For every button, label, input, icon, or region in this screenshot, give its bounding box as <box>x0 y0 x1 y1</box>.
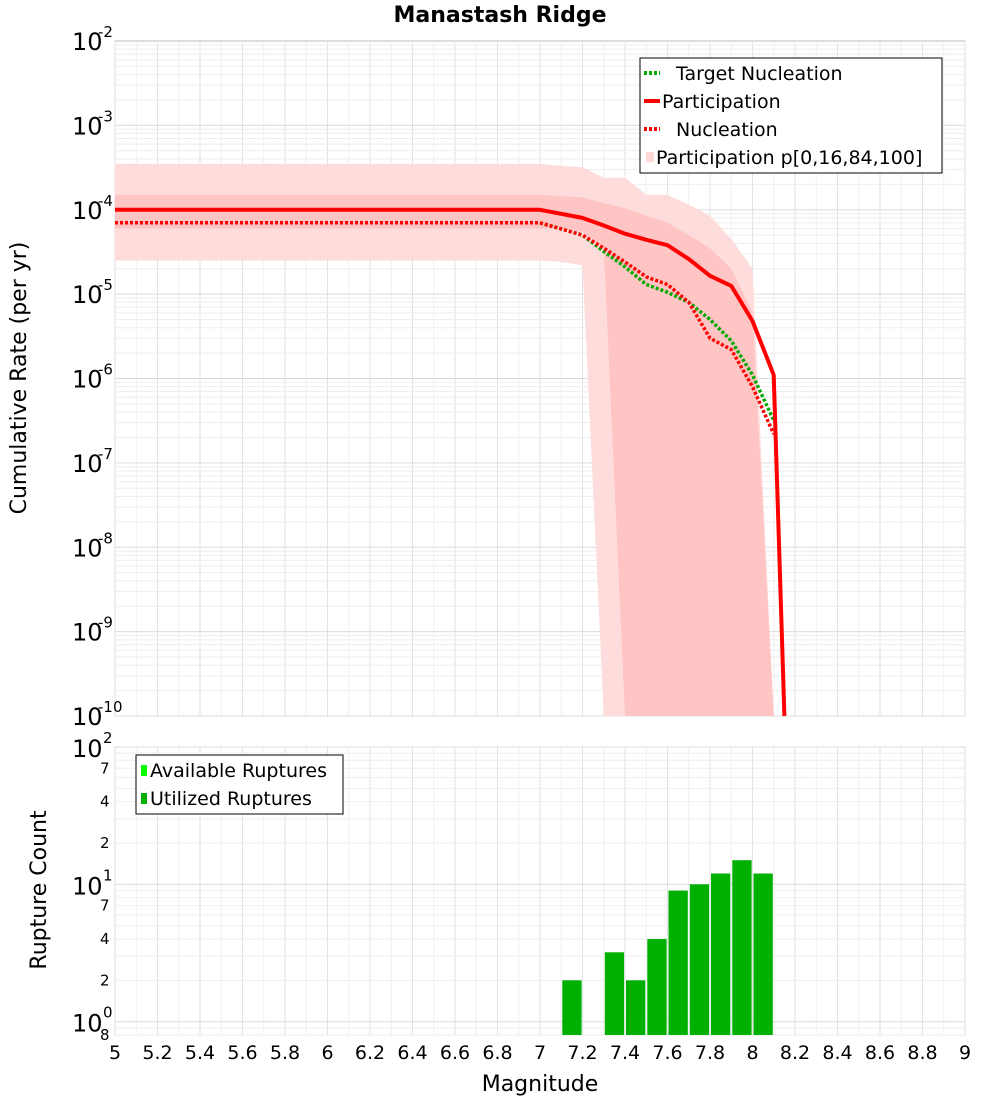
x-tick-label: 6 <box>321 1042 333 1064</box>
y-tick-label: 4 <box>100 930 110 948</box>
bar <box>711 873 731 1035</box>
x-tick-label: 7 <box>534 1042 546 1064</box>
legend-label: Target Nucleation <box>675 63 843 85</box>
legend-label: Utilized Ruptures <box>150 788 312 810</box>
rate-legend: Target Nucleation Participation Nucleation… <box>639 57 943 174</box>
y-tick-exponent: -9 <box>98 614 113 632</box>
legend-box <box>135 754 344 815</box>
x-tick-label: 8.4 <box>822 1042 852 1064</box>
y-tick-exponent: -7 <box>98 445 113 463</box>
rate-y-axis-label: Cumulative Rate (per yr) <box>7 242 32 515</box>
y-tick-label: 10 <box>72 735 103 763</box>
y-tick-label: 10 <box>72 366 103 394</box>
x-tick-label: 7.8 <box>695 1042 725 1064</box>
legend-label: Nucleation <box>676 119 778 141</box>
bar <box>562 980 582 1035</box>
rupture-bars <box>562 860 773 1035</box>
x-tick-label: 8.8 <box>907 1042 937 1064</box>
legend-swatch <box>141 765 147 776</box>
y-tick-label: 10 <box>72 703 103 731</box>
x-tick-label: 5.8 <box>270 1042 300 1064</box>
bar <box>626 980 646 1035</box>
y-tick-label: 10 <box>72 112 103 140</box>
y-tick-exponent: 1 <box>103 866 113 884</box>
bar <box>668 890 688 1035</box>
rupture-legend: Available Ruptures Utilized Ruptures <box>135 754 344 815</box>
y-tick-exponent: -4 <box>98 192 113 210</box>
bar <box>647 939 667 1035</box>
y-tick-exponent: -10 <box>98 698 123 716</box>
x-tick-label: 8.2 <box>780 1042 810 1064</box>
x-tick-label: 8 <box>746 1042 758 1064</box>
x-tick-label: 5.2 <box>142 1042 172 1064</box>
rupture-y-axis-label: Rupture Count <box>27 810 52 970</box>
y-tick-exponent: -5 <box>98 276 113 294</box>
y-tick-label: 10 <box>72 197 103 225</box>
x-tick-label: 5.4 <box>185 1042 215 1064</box>
y-tick-exponent: -6 <box>98 361 113 379</box>
y-tick-label: 2 <box>100 834 110 852</box>
legend-label: Available Ruptures <box>150 760 327 782</box>
y-tick-label: 10 <box>72 450 103 478</box>
legend-label: Participation <box>662 91 781 113</box>
legend-swatch <box>141 793 147 804</box>
x-tick-label: 6.6 <box>440 1042 470 1064</box>
x-tick-label: 7.6 <box>652 1042 682 1064</box>
x-axis-label: Magnitude <box>482 1072 599 1097</box>
y-tick-label: 10 <box>72 534 103 562</box>
y-tick-label: 10 <box>72 1010 103 1038</box>
x-tick-label: 7.2 <box>567 1042 597 1064</box>
x-tick-label: 8.6 <box>865 1042 895 1064</box>
y-tick-exponent: 2 <box>103 729 113 747</box>
y-tick-exponent: 0 <box>103 1004 113 1022</box>
x-tick-label: 7.4 <box>610 1042 640 1064</box>
y-tick-exponent: -3 <box>98 107 113 125</box>
legend-swatch <box>646 152 654 162</box>
participation-bands <box>115 163 774 717</box>
y-tick-label: 10 <box>72 872 103 900</box>
x-tick-label: 5.6 <box>227 1042 257 1064</box>
magnitude-x-ticks: 5 5.2 5.4 5.6 5.8 6 6.2 6.4 6.6 6.8 7 7.2 7.4 7.6 7.8 8… <box>109 1042 971 1064</box>
y-tick-label: 10 <box>72 619 103 647</box>
x-tick-label: 6.4 <box>397 1042 427 1064</box>
rate-series <box>115 207 787 717</box>
bar <box>689 884 710 1035</box>
rupture-gridlines <box>114 746 966 1036</box>
band-p16-p84 <box>115 194 774 716</box>
y-tick-label: 8 <box>100 1026 110 1044</box>
series-participation <box>115 207 787 717</box>
x-tick-label: 5 <box>109 1042 121 1064</box>
y-tick-label: 7 <box>100 897 110 915</box>
x-tick-label: 9 <box>959 1042 971 1064</box>
y-tick-label: 10 <box>72 281 103 309</box>
y-tick-label: 10 <box>72 28 103 56</box>
chart-title: Manastash Ridge <box>393 3 606 28</box>
legend-label: Participation p[0,16,84,100] <box>656 147 922 169</box>
x-tick-label: 6.8 <box>482 1042 512 1064</box>
y-tick-exponent: -2 <box>98 23 113 41</box>
y-tick-label: 7 <box>100 759 110 777</box>
y-tick-label: 4 <box>100 793 110 811</box>
x-tick-label: 6.2 <box>355 1042 385 1064</box>
bar <box>753 873 773 1035</box>
series-nucleation <box>115 221 776 435</box>
y-tick-exponent: -8 <box>98 529 113 547</box>
legend-box <box>639 57 943 174</box>
bar <box>732 860 752 1035</box>
y-tick-label: 2 <box>100 971 110 989</box>
bar <box>604 952 625 1035</box>
